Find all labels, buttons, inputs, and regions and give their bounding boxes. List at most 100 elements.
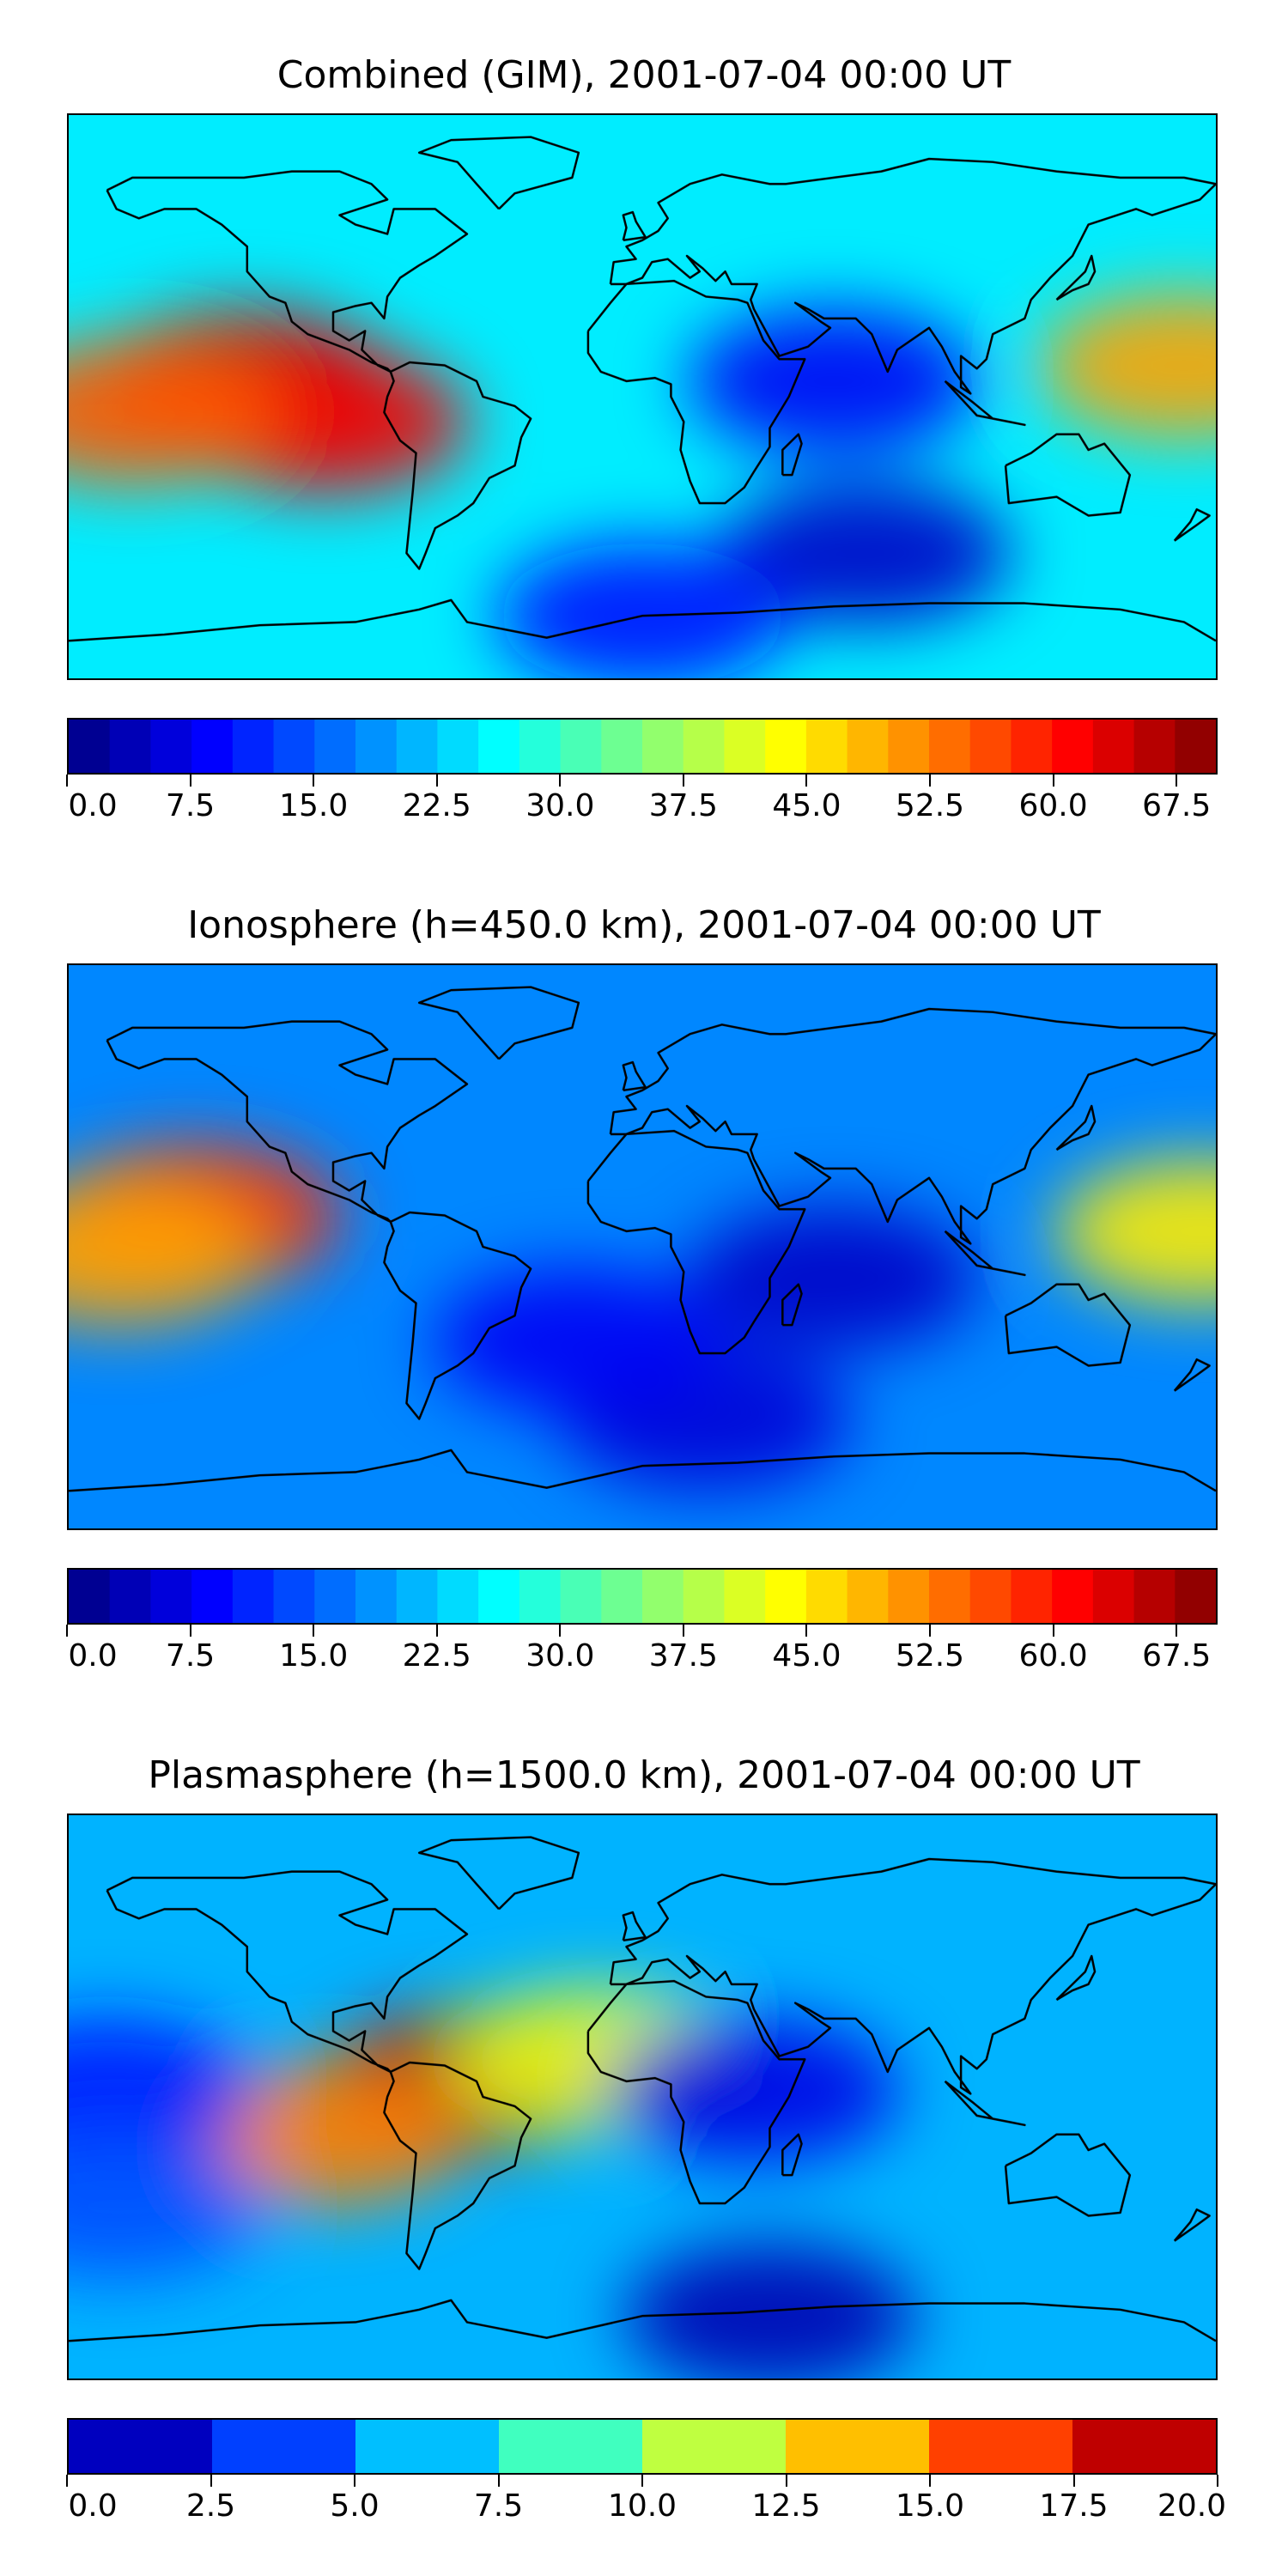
colorbar-tick <box>785 2475 787 2487</box>
colorbar-tick-label: 0.0 <box>68 788 118 823</box>
colorbar-tick <box>354 2475 355 2487</box>
colorbar-segment <box>560 720 603 773</box>
colorbar-tick <box>559 775 562 787</box>
colorbar-tick <box>929 2475 931 2487</box>
colorbar-segment <box>1052 1570 1094 1623</box>
coastline-japan <box>1055 254 1097 301</box>
colorbar-tick-label: 45.0 <box>772 788 841 823</box>
coastline-south-america <box>383 1211 532 1420</box>
colorbar-segment <box>273 1570 316 1623</box>
colorbar-tick-label: 15.0 <box>895 2488 965 2524</box>
coastline-eurasia <box>609 157 1216 395</box>
colorbar-segment <box>396 720 439 773</box>
colorbar-tick-label: 12.5 <box>751 2488 821 2524</box>
colorbar-segment <box>69 2420 213 2473</box>
colorbar-segment <box>560 1570 603 1623</box>
coastline-eurasia <box>609 1857 1216 2095</box>
panel-1-colorbar-svg <box>69 720 1216 773</box>
colorbar-segment <box>314 1570 356 1623</box>
colorbar-segment <box>1011 720 1053 773</box>
colorbar-segment <box>683 1570 726 1623</box>
colorbar-segment <box>683 720 726 773</box>
panel-1-colorbar-ticks: 0.0 7.5 15.0 22.5 30.0 37.5 45.0 52.5 60.0 67.5 <box>66 775 1218 826</box>
colorbar-segment <box>273 720 316 773</box>
colorbar-segment <box>888 1570 930 1623</box>
colorbar-segment <box>150 720 192 773</box>
colorbar-tick <box>1176 1625 1178 1637</box>
panel-3-colorbar-ticks: 0.0 2.5 5.0 7.5 10.0 12.5 15.0 17.5 20.0 <box>66 2475 1226 2526</box>
colorbar-tick-label: 5.0 <box>330 2488 380 2524</box>
coastline-greenland <box>417 136 580 210</box>
panel-3-colorbar-svg <box>69 2420 1216 2473</box>
colorbar-tick-label: 0.0 <box>68 2488 118 2524</box>
colorbar-segment <box>232 720 275 773</box>
colorbar-tick <box>641 2475 643 2487</box>
coastline-antarctica <box>69 2299 1216 2342</box>
colorbar-segment <box>642 720 684 773</box>
colorbar-tick-label: 7.5 <box>165 788 216 823</box>
colorbar-tick <box>497 2475 500 2487</box>
colorbar-tick <box>805 775 808 787</box>
panel-1-map <box>67 113 1218 680</box>
coastline-new-zealand <box>1173 507 1211 542</box>
colorbar-segment <box>437 720 479 773</box>
colorbar-segment <box>969 720 1012 773</box>
colorbar-segment <box>805 1570 848 1623</box>
colorbar-segment <box>314 720 356 773</box>
colorbar-segment <box>847 1570 890 1623</box>
colorbar-tick <box>313 1625 315 1637</box>
colorbar-segment <box>519 1570 562 1623</box>
colorbar-tick <box>929 775 931 787</box>
colorbar-segment <box>1133 720 1176 773</box>
colorbar-tick-label: 7.5 <box>473 2488 524 2524</box>
coastline-uk <box>622 210 647 242</box>
colorbar-tick <box>435 1625 438 1637</box>
colorbar-tick-label: 60.0 <box>1018 788 1088 823</box>
panel-1-map-svg <box>69 115 1216 678</box>
contour-blob <box>496 543 788 678</box>
coastline-japan <box>1055 1954 1097 2002</box>
colorbar-tick <box>1052 775 1054 787</box>
contour-blob <box>69 2134 263 2280</box>
colorbar-segment <box>232 1570 275 1623</box>
coastline-australia <box>1004 2133 1132 2217</box>
coastline-north-america <box>106 1870 469 2074</box>
colorbar-tick <box>1072 2475 1075 2487</box>
colorbar-tick-label: 0.0 <box>68 1638 118 1674</box>
contour-field <box>69 1143 1216 1492</box>
colorbar-tick-label: 30.0 <box>526 1638 595 1674</box>
colorbar-segment <box>1092 1570 1135 1623</box>
colorbar-segment <box>150 1570 192 1623</box>
colorbar-segment <box>1175 1570 1216 1623</box>
contour-field <box>69 293 1216 678</box>
coastline-south-america <box>383 361 532 570</box>
panel-1-colorbar <box>67 718 1218 775</box>
colorbar-segment <box>355 1570 398 1623</box>
coastline-new-zealand <box>1173 2208 1211 2242</box>
colorbar-tick-label: 52.5 <box>895 788 965 823</box>
colorbar-segment <box>724 1570 766 1623</box>
colorbar-tick-label: 37.5 <box>648 1638 718 1674</box>
colorbar-segment <box>929 1570 971 1623</box>
panel-2-colorbar <box>67 1568 1218 1625</box>
colorbar-tick <box>805 1625 808 1637</box>
colorbar-segment <box>765 720 807 773</box>
panel-2-map <box>67 963 1218 1530</box>
coastline-new-zealand <box>1173 1358 1211 1392</box>
panel-3-title: Plasmasphere (h=1500.0 km), 2001-07-04 0… <box>148 1753 1140 1797</box>
coastline-africa <box>586 1129 806 1355</box>
colorbar-tick <box>313 775 315 787</box>
colorbar-segment <box>929 2420 1073 2473</box>
colorbar-segment <box>786 2420 930 2473</box>
coastline-japan <box>1055 1104 1097 1151</box>
contour-blob <box>720 480 1012 626</box>
contour-blob <box>69 1180 263 1326</box>
contour-blob <box>688 1205 980 1351</box>
colorbar-segment <box>1072 2420 1216 2473</box>
colorbar-segment <box>765 1570 807 1623</box>
colorbar-segment <box>601 720 643 773</box>
panel-3-map-svg <box>69 1815 1216 2379</box>
colorbar-tick <box>1217 2475 1218 2487</box>
colorbar-tick <box>682 775 684 787</box>
coastline-australia <box>1004 1283 1132 1367</box>
